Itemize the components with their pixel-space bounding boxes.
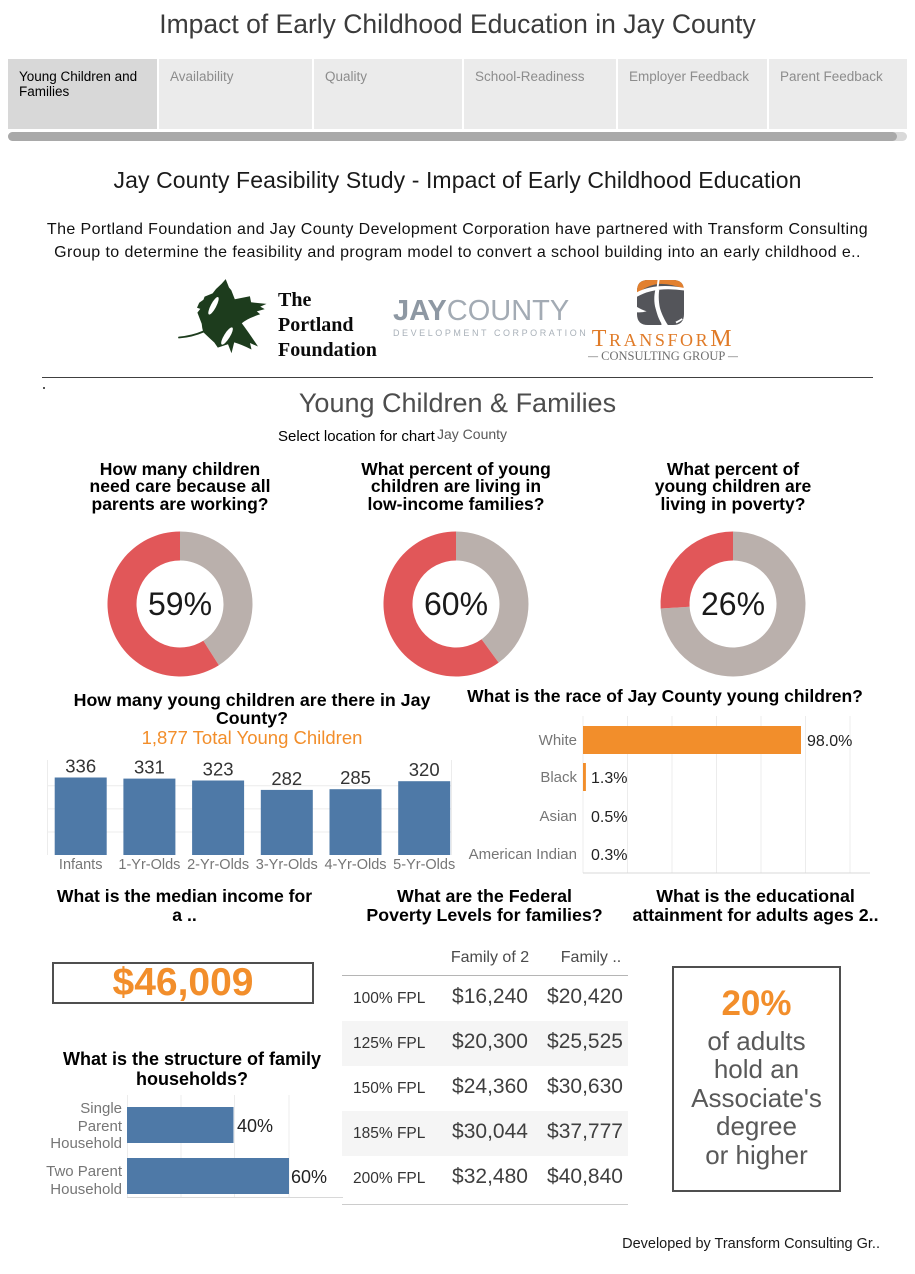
svg-text:320: 320: [409, 759, 440, 780]
svg-text:285: 285: [340, 767, 371, 788]
svg-text:331: 331: [134, 757, 165, 778]
svg-text:60%: 60%: [424, 586, 488, 622]
svg-text:The: The: [278, 289, 311, 311]
svg-text:Foundation: Foundation: [278, 339, 377, 361]
svg-text:26%: 26%: [701, 586, 765, 622]
svg-text:0.5%: 0.5%: [591, 809, 627, 826]
svg-text:— CONSULTING GROUP —: — CONSULTING GROUP —: [588, 349, 738, 363]
svg-text:White: White: [539, 732, 577, 749]
svg-text:American Indian: American Indian: [469, 846, 577, 863]
svg-text:0.3%: 0.3%: [591, 847, 627, 864]
svg-text:59%: 59%: [148, 586, 212, 622]
svg-text:Portland: Portland: [278, 314, 354, 336]
svg-text:323: 323: [203, 759, 234, 780]
svg-text:98.0%: 98.0%: [807, 733, 852, 750]
svg-text:5-Yr-Olds: 5-Yr-Olds: [393, 857, 455, 873]
svg-text:2-Yr-Olds: 2-Yr-Olds: [187, 857, 249, 873]
svg-text:282: 282: [271, 768, 302, 789]
svg-text:TRANSFORM: TRANSFORM: [592, 326, 734, 352]
svg-text:4-Yr-Olds: 4-Yr-Olds: [324, 857, 386, 873]
svg-text:Infants: Infants: [59, 857, 103, 873]
svg-text:1-Yr-Olds: 1-Yr-Olds: [118, 857, 180, 873]
svg-text:1.3%: 1.3%: [591, 770, 627, 787]
svg-text:336: 336: [65, 756, 96, 777]
svg-text:3-Yr-Olds: 3-Yr-Olds: [256, 857, 318, 873]
svg-text:Black: Black: [540, 769, 577, 786]
svg-text:Asian: Asian: [539, 808, 577, 825]
